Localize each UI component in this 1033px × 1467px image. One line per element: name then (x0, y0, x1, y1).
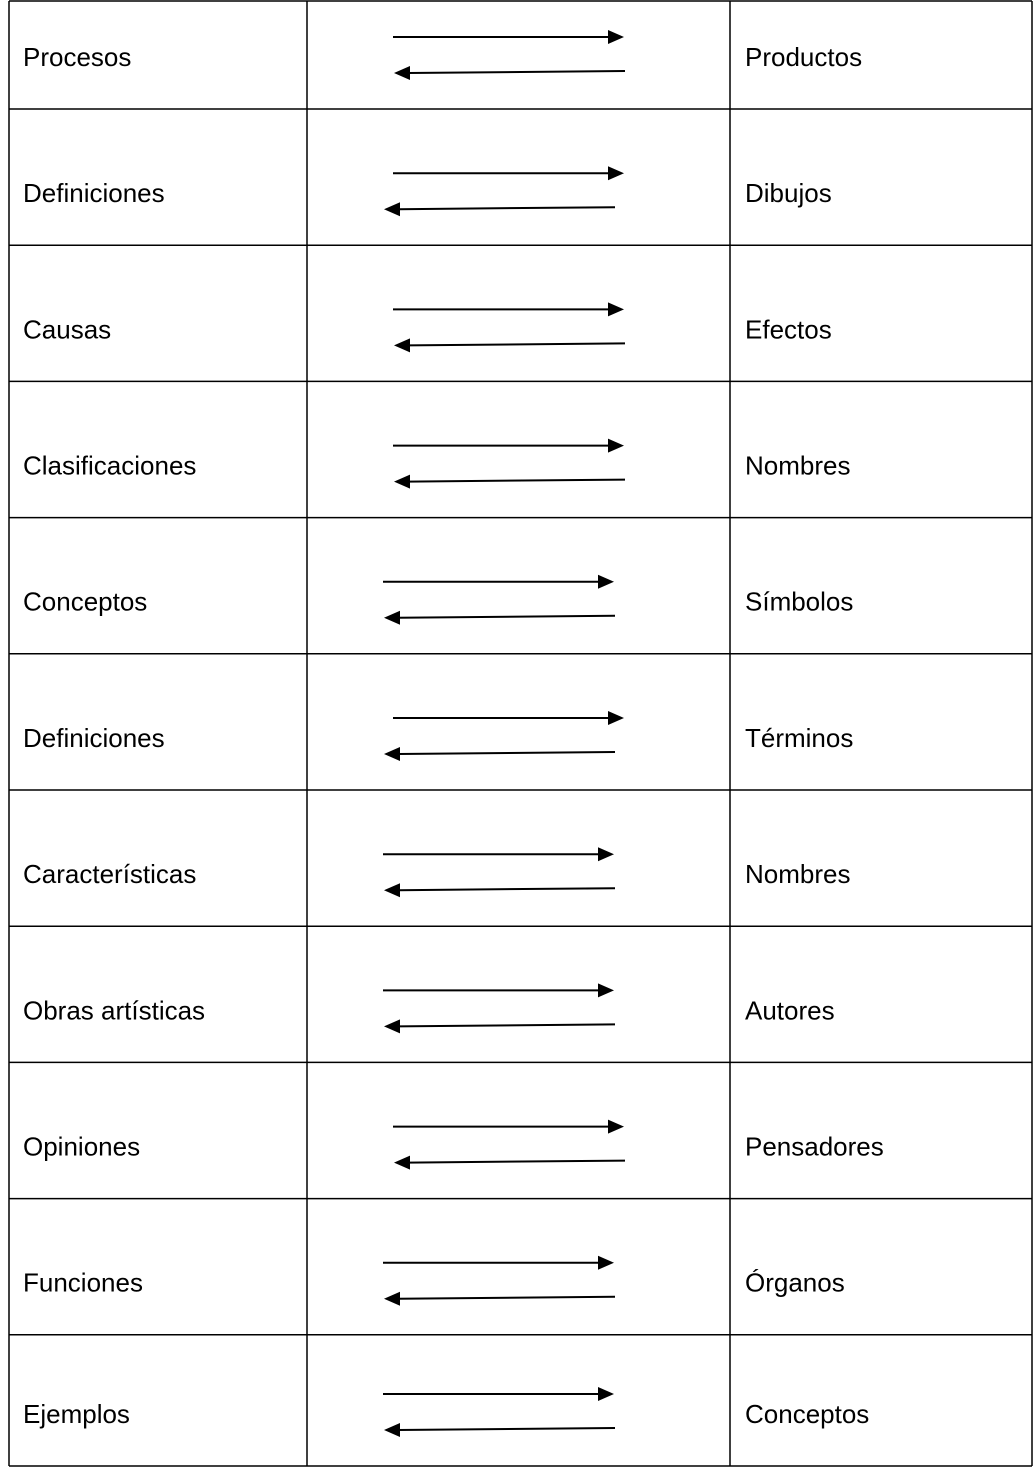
left-cell: Clasificaciones (23, 450, 196, 480)
right-cell: Dibujos (745, 178, 832, 208)
arrow-head (384, 610, 400, 625)
right-cell: Productos (745, 42, 862, 72)
left-arrow (397, 887, 616, 892)
left-arrow (397, 206, 616, 211)
left-cell: Conceptos (23, 587, 147, 617)
left-cell: Características (23, 859, 196, 889)
arrow-head (598, 1387, 614, 1401)
left-arrow (397, 614, 616, 619)
right-cell: Órganos (745, 1268, 845, 1298)
right-cell: Autores (745, 995, 835, 1025)
arrow-head (394, 1155, 410, 1170)
right-cell: Nombres (745, 859, 850, 889)
left-cell: Definiciones (23, 723, 165, 753)
left-cell: Causas (23, 314, 111, 344)
arrow-head (608, 30, 624, 44)
left-arrow (397, 751, 616, 755)
arrow-head (608, 166, 624, 181)
right-cell: Pensadores (745, 1131, 884, 1161)
right-cell: Nombres (745, 450, 850, 480)
right-cell: Efectos (745, 314, 832, 344)
left-cell: Ejemplos (23, 1399, 130, 1429)
left-cell: Funciones (23, 1268, 143, 1298)
arrow-head (598, 1255, 614, 1270)
left-arrow (397, 1427, 616, 1431)
arrow-head (608, 438, 624, 453)
left-cell: Obras artísticas (23, 995, 205, 1025)
arrow-head (394, 66, 410, 80)
arrow-head (384, 202, 400, 217)
left-cell: Definiciones (23, 178, 165, 208)
left-cell: Procesos (23, 42, 131, 72)
arrow-head (608, 302, 624, 317)
arrow-head (384, 1423, 400, 1437)
arrow-head (598, 983, 614, 998)
left-arrow (407, 478, 626, 483)
left-arrow (407, 342, 626, 347)
arrow-head (394, 474, 410, 489)
right-cell: Conceptos (745, 1399, 869, 1429)
right-cell: Símbolos (745, 587, 853, 617)
arrow-head (384, 1019, 400, 1034)
arrow-head (608, 711, 624, 725)
arrow-head (384, 1291, 400, 1306)
arrow-head (384, 883, 400, 898)
left-arrow (397, 1023, 616, 1028)
arrow-head (608, 1119, 624, 1134)
left-cell: Opiniones (23, 1131, 140, 1161)
left-arrow (407, 1159, 626, 1164)
arrow-head (598, 574, 614, 589)
arrow-head (394, 338, 410, 353)
right-cell: Términos (745, 723, 853, 753)
arrow-head (598, 847, 614, 862)
arrow-head (384, 747, 400, 761)
left-arrow (407, 70, 626, 74)
left-arrow (397, 1295, 616, 1300)
